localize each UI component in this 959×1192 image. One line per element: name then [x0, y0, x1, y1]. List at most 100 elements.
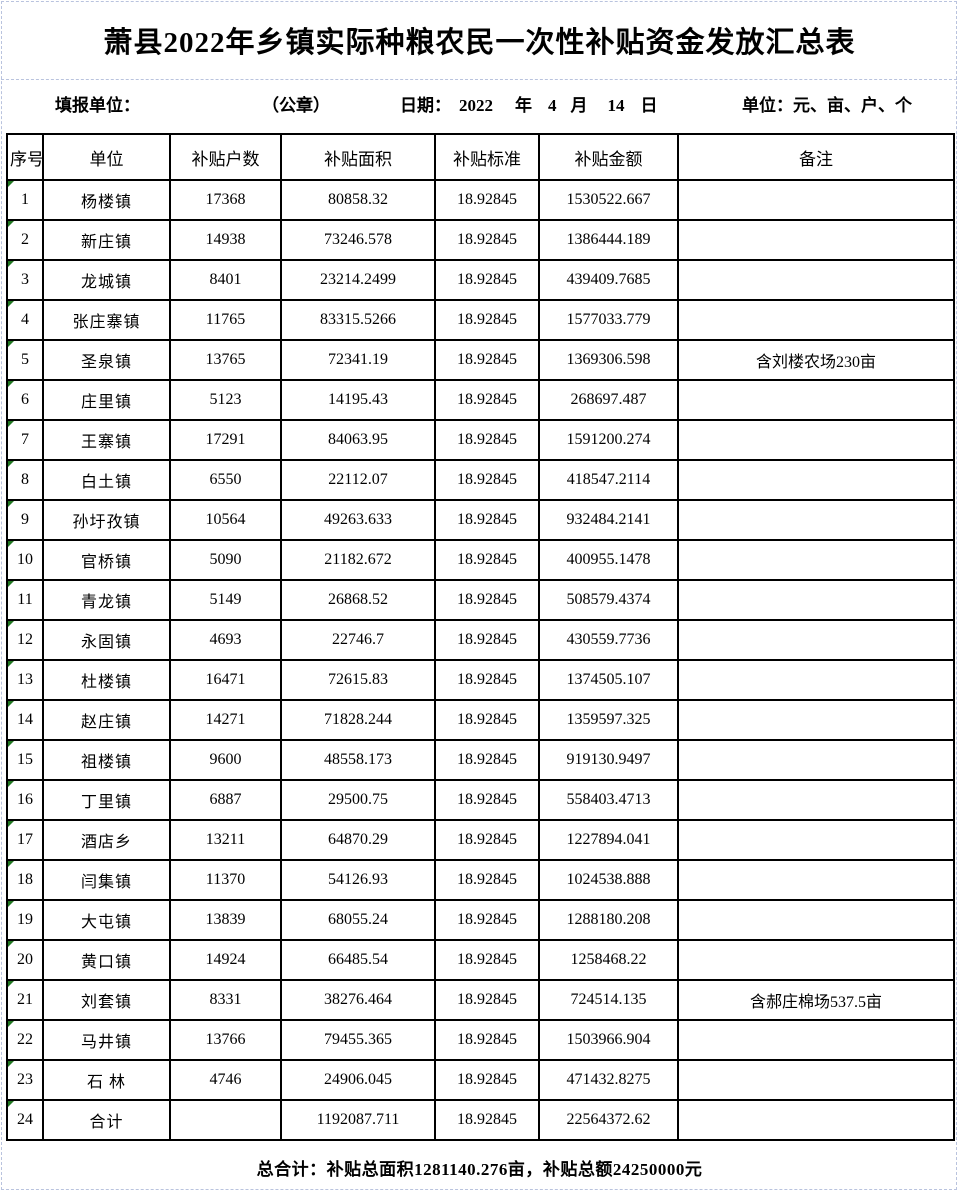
cell-amount: 1591200.274 [538, 419, 679, 461]
cell-standard: 18.92845 [434, 179, 540, 221]
cell-area: 14195.43 [280, 379, 436, 421]
col-header-unit: 单位 [42, 133, 171, 181]
cell-seq: 20 [6, 939, 44, 981]
cell-households: 4693 [169, 619, 282, 661]
cell-amount: 268697.487 [538, 379, 679, 421]
cell-amount: 400955.1478 [538, 539, 679, 581]
cell-area: 64870.29 [280, 819, 436, 861]
cell-households: 6550 [169, 459, 282, 501]
cell-standard: 18.92845 [434, 299, 540, 341]
page-title: 萧县2022年乡镇实际种粮农民一次性补贴资金发放汇总表 [103, 26, 856, 59]
cell-amount: 558403.4713 [538, 779, 679, 821]
date-group: 日期： 2022 年 4 月 14 日 [400, 86, 658, 126]
cell-amount: 932484.2141 [538, 499, 679, 541]
cell-amount: 1258468.22 [538, 939, 679, 981]
cell-households: 9600 [169, 739, 282, 781]
cell-seq: 1 [6, 179, 44, 221]
cell-unit: 赵庄镇 [42, 699, 171, 741]
cell-amount: 1369306.598 [538, 339, 679, 381]
cell-amount: 471432.8275 [538, 1059, 679, 1101]
date-day-unit: 日 [640, 96, 658, 115]
cell-remark [677, 1019, 955, 1061]
cell-area: 71828.244 [280, 699, 436, 741]
cell-seq: 14 [6, 699, 44, 741]
table-row: 13 杜楼镇 16471 72615.83 18.92845 1374505.107 [6, 659, 955, 701]
cell-remark [677, 499, 955, 541]
cell-seq: 3 [6, 259, 44, 301]
cell-standard: 18.92845 [434, 779, 540, 821]
cell-amount: 1577033.779 [538, 299, 679, 341]
cell-households: 4746 [169, 1059, 282, 1101]
cell-remark [677, 939, 955, 981]
cell-standard: 18.92845 [434, 339, 540, 381]
cell-area: 21182.672 [280, 539, 436, 581]
cell-area: 66485.54 [280, 939, 436, 981]
title-divider-line [1, 79, 957, 80]
table-row: 4 张庄寨镇 11765 83315.5266 18.92845 1577033.779 [6, 299, 955, 341]
table-row: 7 王寨镇 17291 84063.95 18.92845 1591200.274 [6, 419, 955, 461]
cell-standard: 18.92845 [434, 979, 540, 1021]
cell-unit: 杨楼镇 [42, 179, 171, 221]
cell-unit: 黄口镇 [42, 939, 171, 981]
table-row: 10 官桥镇 5090 21182.672 18.92845 400955.1478 [6, 539, 955, 581]
cell-standard: 18.92845 [434, 699, 540, 741]
cell-amount: 1359597.325 [538, 699, 679, 741]
col-header-amount: 补贴金额 [538, 133, 679, 181]
cell-remark [677, 739, 955, 781]
table-row: 19 大屯镇 13839 68055.24 18.92845 1288180.208 [6, 899, 955, 941]
cell-amount: 724514.135 [538, 979, 679, 1021]
cell-remark [677, 459, 955, 501]
cell-standard: 18.92845 [434, 739, 540, 781]
cell-area: 24906.045 [280, 1059, 436, 1101]
cell-households [169, 1099, 282, 1141]
cell-households: 6887 [169, 779, 282, 821]
cell-amount: 418547.2114 [538, 459, 679, 501]
table-row: 24 合计 1192087.711 18.92845 22564372.62 [6, 1099, 955, 1141]
cell-unit: 官桥镇 [42, 539, 171, 581]
table-header: 序号 单位 补贴户数 补贴面积 补贴标准 补贴金额 备注 [6, 133, 955, 181]
cell-remark [677, 299, 955, 341]
measure-units-note: 单位：元、亩、户、个 [742, 96, 912, 115]
cell-households: 8401 [169, 259, 282, 301]
cell-remark: 含郝庄棉场537.5亩 [677, 979, 955, 1021]
cell-standard: 18.92845 [434, 1059, 540, 1101]
table-row: 17 酒店乡 13211 64870.29 18.92845 1227894.041 [6, 819, 955, 861]
cell-amount: 430559.7736 [538, 619, 679, 661]
cell-area: 22746.7 [280, 619, 436, 661]
table-row: 6 庄里镇 5123 14195.43 18.92845 268697.487 [6, 379, 955, 421]
cell-seq: 5 [6, 339, 44, 381]
table-body: 1 杨楼镇 17368 80858.32 18.92845 1530522.667 2 新庄镇… [6, 179, 955, 1141]
cell-standard: 18.92845 [434, 499, 540, 541]
cell-standard: 18.92845 [434, 819, 540, 861]
table-row: 5 圣泉镇 13765 72341.19 18.92845 1369306.598 含刘楼农… [6, 339, 955, 381]
cell-households: 8331 [169, 979, 282, 1021]
cell-unit: 杜楼镇 [42, 659, 171, 701]
cell-remark [677, 1099, 955, 1141]
cell-area: 73246.578 [280, 219, 436, 261]
cell-remark [677, 379, 955, 421]
cell-unit: 白土镇 [42, 459, 171, 501]
cell-unit: 祖楼镇 [42, 739, 171, 781]
cell-unit: 张庄寨镇 [42, 299, 171, 341]
cell-standard: 18.92845 [434, 1019, 540, 1061]
table-row: 23 石 林 4746 24906.045 18.92845 471432.8275 [6, 1059, 955, 1101]
subsidy-summary-table: 序号 单位 补贴户数 补贴面积 补贴标准 补贴金额 备注 1 杨楼镇 17368 80… [6, 133, 955, 1141]
cell-households: 14924 [169, 939, 282, 981]
cell-households: 14938 [169, 219, 282, 261]
cell-amount: 508579.4374 [538, 579, 679, 621]
cell-standard: 18.92845 [434, 939, 540, 981]
cell-area: 48558.173 [280, 739, 436, 781]
grand-total-note: 总合计：补贴总面积1281140.276亩，补贴总额24250000元 [256, 1159, 703, 1179]
cell-standard: 18.92845 [434, 619, 540, 661]
cell-seq: 16 [6, 779, 44, 821]
cell-seq: 21 [6, 979, 44, 1021]
cell-remark [677, 419, 955, 461]
official-seal-label: （公章） [262, 96, 330, 115]
col-header-standard: 补贴标准 [434, 133, 540, 181]
cell-unit: 新庄镇 [42, 219, 171, 261]
cell-seq: 19 [6, 899, 44, 941]
cell-seq: 18 [6, 859, 44, 901]
cell-standard: 18.92845 [434, 859, 540, 901]
cell-remark [677, 219, 955, 261]
cell-unit: 青龙镇 [42, 579, 171, 621]
